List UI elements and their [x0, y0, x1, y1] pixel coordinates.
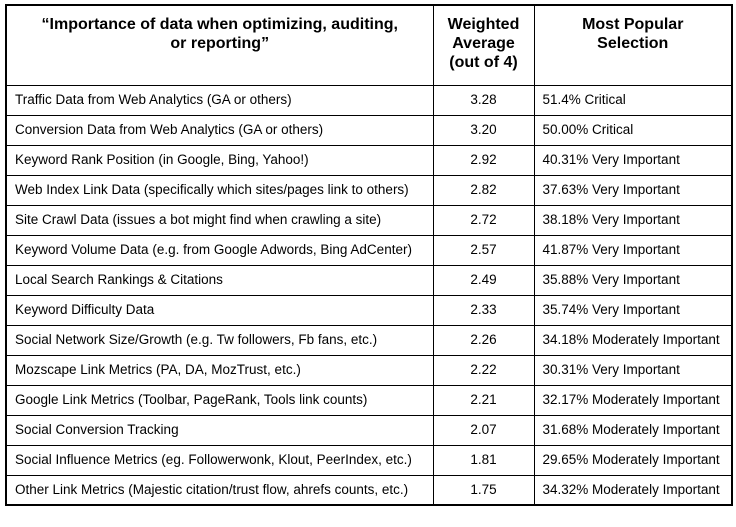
most-popular-cell: 32.17% Moderately Important: [533, 384, 733, 416]
metric-cell: Keyword Volume Data (e.g. from Google Ad…: [5, 234, 434, 266]
most-popular-cell: 40.31% Very Important: [533, 144, 733, 176]
most-popular-cell: 41.87% Very Important: [533, 234, 733, 266]
table-row: Conversion Data from Web Analytics (GA o…: [5, 114, 733, 146]
weighted-average-cell: 2.21: [432, 384, 535, 416]
table-row: Web Index Link Data (specifically which …: [5, 174, 733, 206]
most-popular-cell: 34.32% Moderately Important: [533, 474, 733, 506]
table-row: Social Influence Metrics (eg. Followerwo…: [5, 444, 733, 476]
metric-cell: Web Index Link Data (specifically which …: [5, 174, 434, 206]
metric-cell: Keyword Rank Position (in Google, Bing, …: [5, 144, 434, 176]
table-row: Keyword Difficulty Data 2.33 35.74% Very…: [5, 294, 733, 326]
table-row: Keyword Rank Position (in Google, Bing, …: [5, 144, 733, 176]
metric-cell: Traffic Data from Web Analytics (GA or o…: [5, 84, 434, 116]
weighted-average-cell: 2.22: [432, 354, 535, 386]
most-popular-cell: 35.88% Very Important: [533, 264, 733, 296]
most-popular-cell: 29.65% Moderately Important: [533, 444, 733, 476]
table-row: Traffic Data from Web Analytics (GA or o…: [5, 84, 733, 116]
weighted-average-cell: 2.26: [432, 324, 535, 356]
weighted-average-cell: 2.57: [432, 234, 535, 266]
metric-cell: Social Conversion Tracking: [5, 414, 434, 446]
table-row: Other Link Metrics (Majestic citation/tr…: [5, 474, 733, 506]
weighted-average-cell: 2.72: [432, 204, 535, 236]
table-row: Keyword Volume Data (e.g. from Google Ad…: [5, 234, 733, 266]
header-row: “Importance of data when optimizing, aud…: [5, 4, 733, 86]
most-popular-cell: 38.18% Very Important: [533, 204, 733, 236]
most-popular-cell: 30.31% Very Important: [533, 354, 733, 386]
metric-cell: Social Influence Metrics (eg. Followerwo…: [5, 444, 434, 476]
table-row: Local Search Rankings & Citations 2.49 3…: [5, 264, 733, 296]
most-popular-cell: 34.18% Moderately Important: [533, 324, 733, 356]
weighted-average-cell: 2.82: [432, 174, 535, 206]
metric-cell: Keyword Difficulty Data: [5, 294, 434, 326]
table-row: Social Network Size/Growth (e.g. Tw foll…: [5, 324, 733, 356]
metric-cell: Social Network Size/Growth (e.g. Tw foll…: [5, 324, 434, 356]
table-row: Social Conversion Tracking 2.07 31.68% M…: [5, 414, 733, 446]
most-popular-cell: 50.00% Critical: [533, 114, 733, 146]
weighted-average-cell: 1.75: [432, 474, 535, 506]
metric-cell: Conversion Data from Web Analytics (GA o…: [5, 114, 434, 146]
weighted-average-cell: 2.33: [432, 294, 535, 326]
header-weighted-average: Weighted Average (out of 4): [432, 4, 535, 86]
table-row: Site Crawl Data (issues a bot might find…: [5, 204, 733, 236]
importance-of-data-table: “Importance of data when optimizing, aud…: [5, 4, 733, 506]
weighted-average-cell: 3.28: [432, 84, 535, 116]
table-row: Google Link Metrics (Toolbar, PageRank, …: [5, 384, 733, 416]
table-row: Mozscape Link Metrics (PA, DA, MozTrust,…: [5, 354, 733, 386]
weighted-average-cell: 3.20: [432, 114, 535, 146]
metric-cell: Local Search Rankings & Citations: [5, 264, 434, 296]
metric-cell: Mozscape Link Metrics (PA, DA, MozTrust,…: [5, 354, 434, 386]
header-metric: “Importance of data when optimizing, aud…: [5, 4, 434, 86]
most-popular-cell: 37.63% Very Important: [533, 174, 733, 206]
most-popular-cell: 31.68% Moderately Important: [533, 414, 733, 446]
weighted-average-cell: 1.81: [432, 444, 535, 476]
metric-cell: Other Link Metrics (Majestic citation/tr…: [5, 474, 434, 506]
weighted-average-cell: 2.49: [432, 264, 535, 296]
most-popular-cell: 51.4% Critical: [533, 84, 733, 116]
weighted-average-cell: 2.92: [432, 144, 535, 176]
weighted-average-cell: 2.07: [432, 414, 535, 446]
metric-cell: Site Crawl Data (issues a bot might find…: [5, 204, 434, 236]
metric-cell: Google Link Metrics (Toolbar, PageRank, …: [5, 384, 434, 416]
header-most-popular: Most Popular Selection: [533, 4, 733, 86]
most-popular-cell: 35.74% Very Important: [533, 294, 733, 326]
